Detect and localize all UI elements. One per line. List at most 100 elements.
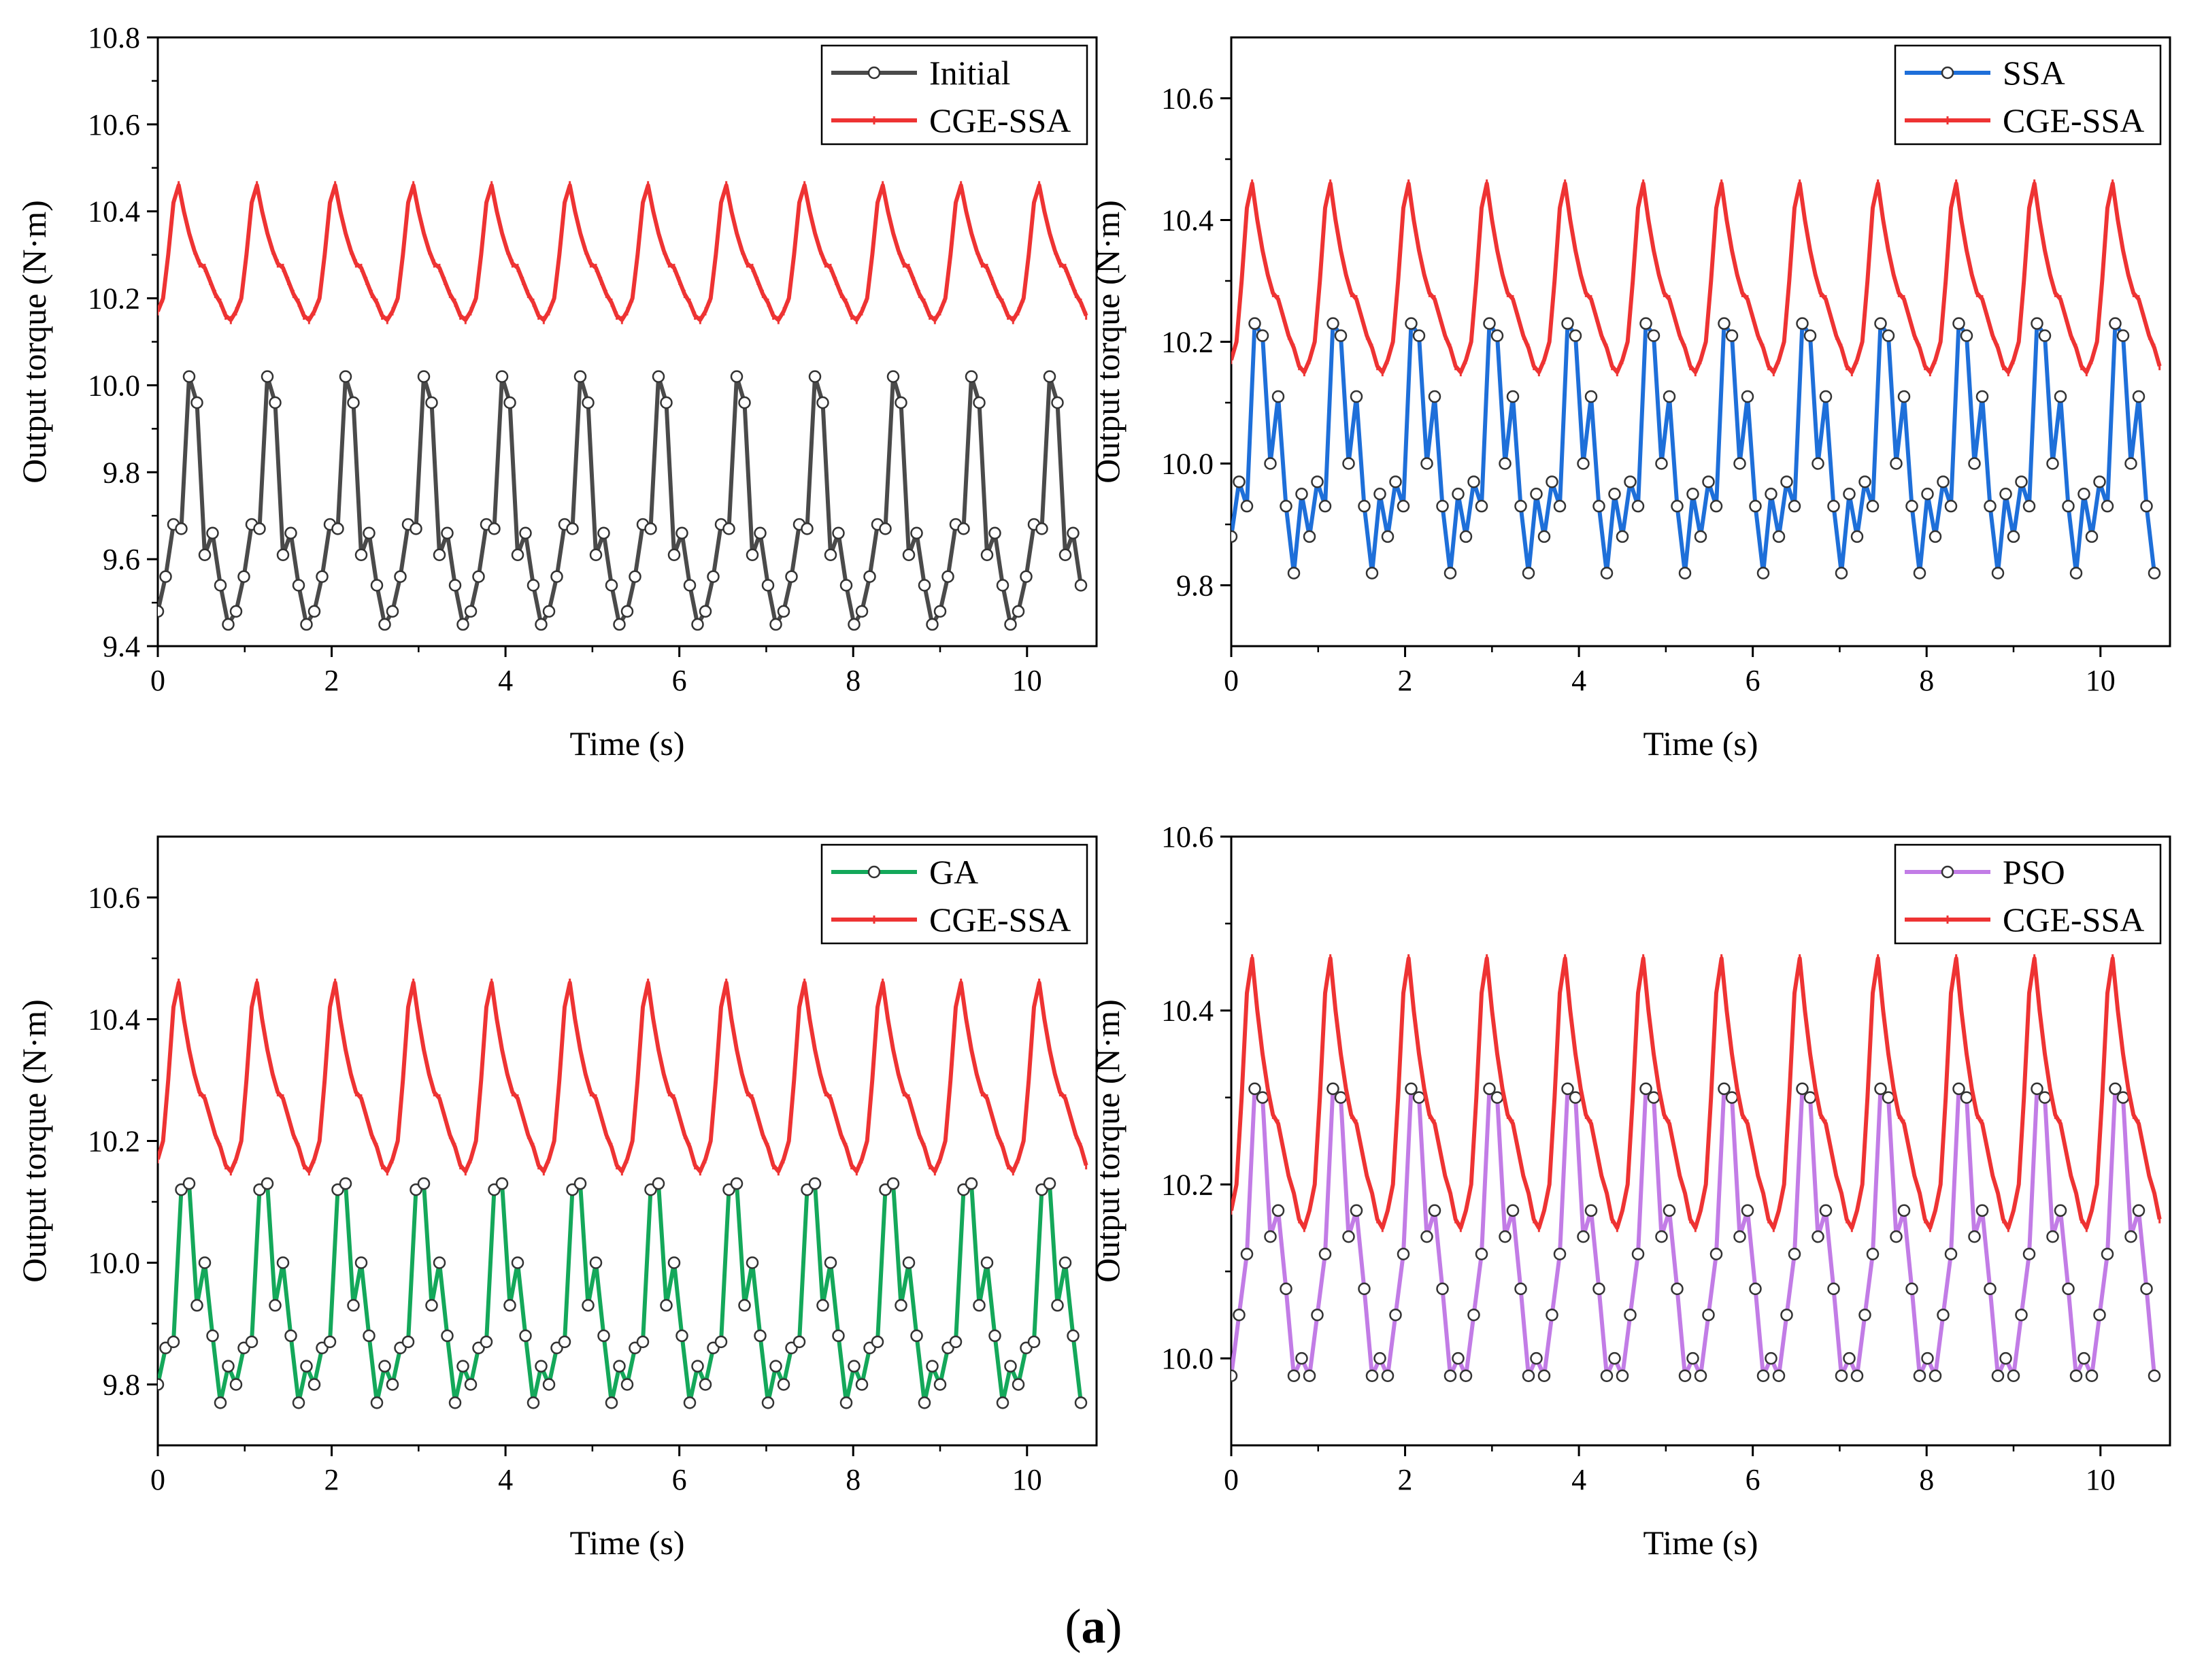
- data-point: [1311, 1308, 1324, 1322]
- data-point: [331, 522, 344, 535]
- data-point: [1765, 488, 1777, 501]
- series-line: [158, 183, 1088, 322]
- data-point: [2093, 475, 2106, 488]
- data-point: [1287, 1369, 1301, 1382]
- data-point: [1420, 457, 1433, 470]
- data-point: [629, 570, 641, 583]
- data-point: [605, 579, 618, 592]
- data-point: [926, 618, 939, 631]
- data-point: [1264, 457, 1277, 470]
- data-point: [2116, 1091, 2130, 1104]
- data-point: [1004, 618, 1017, 631]
- data-point: [761, 579, 775, 592]
- legend-marker: [1941, 66, 1954, 80]
- data-point: [933, 1378, 947, 1391]
- data-point: [378, 618, 391, 631]
- data-point: [1577, 457, 1590, 470]
- x-tick-label: 4: [498, 1463, 513, 1496]
- data-point: [1035, 522, 1048, 535]
- data-point: [1733, 457, 1746, 470]
- data-point: [167, 1335, 180, 1349]
- data-point: [542, 605, 556, 618]
- data-point: [1843, 1351, 1856, 1365]
- data-point: [1569, 1091, 1582, 1104]
- data-point: [754, 1329, 767, 1343]
- legend-box: [820, 843, 1088, 945]
- data-point: [1812, 1230, 1824, 1243]
- data-point: [2069, 567, 2083, 579]
- data-point: [1803, 329, 1817, 342]
- data-point: [1475, 499, 1488, 513]
- data-point: [1499, 457, 1512, 470]
- data-point: [2015, 475, 2028, 488]
- legend-label: SSA: [2003, 54, 2065, 92]
- data-point: [1624, 475, 1637, 488]
- data-point: [261, 1177, 274, 1190]
- data-point: [1381, 1369, 1395, 1382]
- y-tick-label: 10.2: [1161, 1168, 1214, 1201]
- data-point: [2140, 499, 2153, 513]
- data-point: [1616, 1369, 1629, 1382]
- data-point: [597, 526, 610, 540]
- data-point: [1051, 396, 1064, 409]
- data-point: [895, 1298, 907, 1312]
- data-point: [190, 396, 203, 409]
- data-point: [1569, 329, 1582, 342]
- data-point: [1756, 1369, 1770, 1382]
- data-point: [824, 548, 837, 561]
- series-line: [158, 980, 1088, 1174]
- data-point: [2109, 317, 2122, 330]
- data-point: [1233, 475, 1246, 488]
- y-tick-label: 10.6: [1161, 820, 1214, 854]
- data-point: [2148, 567, 2161, 579]
- data-point: [2116, 329, 2130, 342]
- y-tick-label: 10.8: [88, 21, 140, 54]
- data-point: [2022, 499, 2036, 513]
- data-point: [1843, 488, 1856, 501]
- data-point: [1012, 1378, 1025, 1391]
- y-tick-label: 10.2: [88, 282, 140, 316]
- data-point: [495, 1177, 509, 1190]
- data-point: [182, 370, 196, 383]
- data-point: [2062, 499, 2075, 513]
- data-point: [1709, 499, 1723, 513]
- data-point: [1772, 530, 1786, 543]
- data-point: [855, 1378, 869, 1391]
- data-point: [1020, 570, 1033, 583]
- data-point: [1882, 1091, 1895, 1104]
- data-point: [253, 522, 266, 535]
- data-point: [511, 1256, 524, 1269]
- data-point: [1756, 567, 1770, 579]
- x-tick-label: 6: [1746, 664, 1760, 697]
- data-point: [910, 526, 923, 540]
- data-point: [1991, 1369, 2005, 1382]
- data-point: [613, 1360, 626, 1373]
- data-point: [738, 396, 751, 409]
- data-point: [1295, 488, 1308, 501]
- data-point: [1546, 1308, 1558, 1322]
- x-tick-label: 2: [1398, 1463, 1413, 1496]
- data-point: [667, 1256, 681, 1269]
- y-tick-label: 9.8: [103, 456, 140, 489]
- y-tick-label: 10.0: [1161, 448, 1214, 481]
- data-point: [1365, 567, 1379, 579]
- data-point: [816, 396, 829, 409]
- data-point: [589, 548, 603, 561]
- data-point: [2031, 317, 2043, 330]
- data-point: [1373, 1351, 1386, 1365]
- data-point: [1412, 329, 1426, 342]
- x-tick-label: 10: [2086, 664, 2116, 697]
- series-pso: [1231, 1082, 2161, 1382]
- data-point: [777, 1378, 790, 1391]
- data-point: [378, 1360, 391, 1373]
- y-tick-label: 10.6: [88, 108, 140, 141]
- chart-top-right: 0 2 4 6 8 10 9.8 10.0 10.2 10.4 10.6 Time (s) Output…: [1088, 36, 2171, 762]
- data-point: [1467, 475, 1480, 488]
- data-point: [973, 1298, 986, 1312]
- data-point: [652, 1177, 665, 1190]
- data-point: [566, 522, 579, 535]
- data-point: [1647, 1091, 1660, 1104]
- data-point: [2015, 1308, 2028, 1322]
- legend-marker: [1941, 865, 1954, 879]
- y-tick-label: 10.4: [1161, 204, 1214, 237]
